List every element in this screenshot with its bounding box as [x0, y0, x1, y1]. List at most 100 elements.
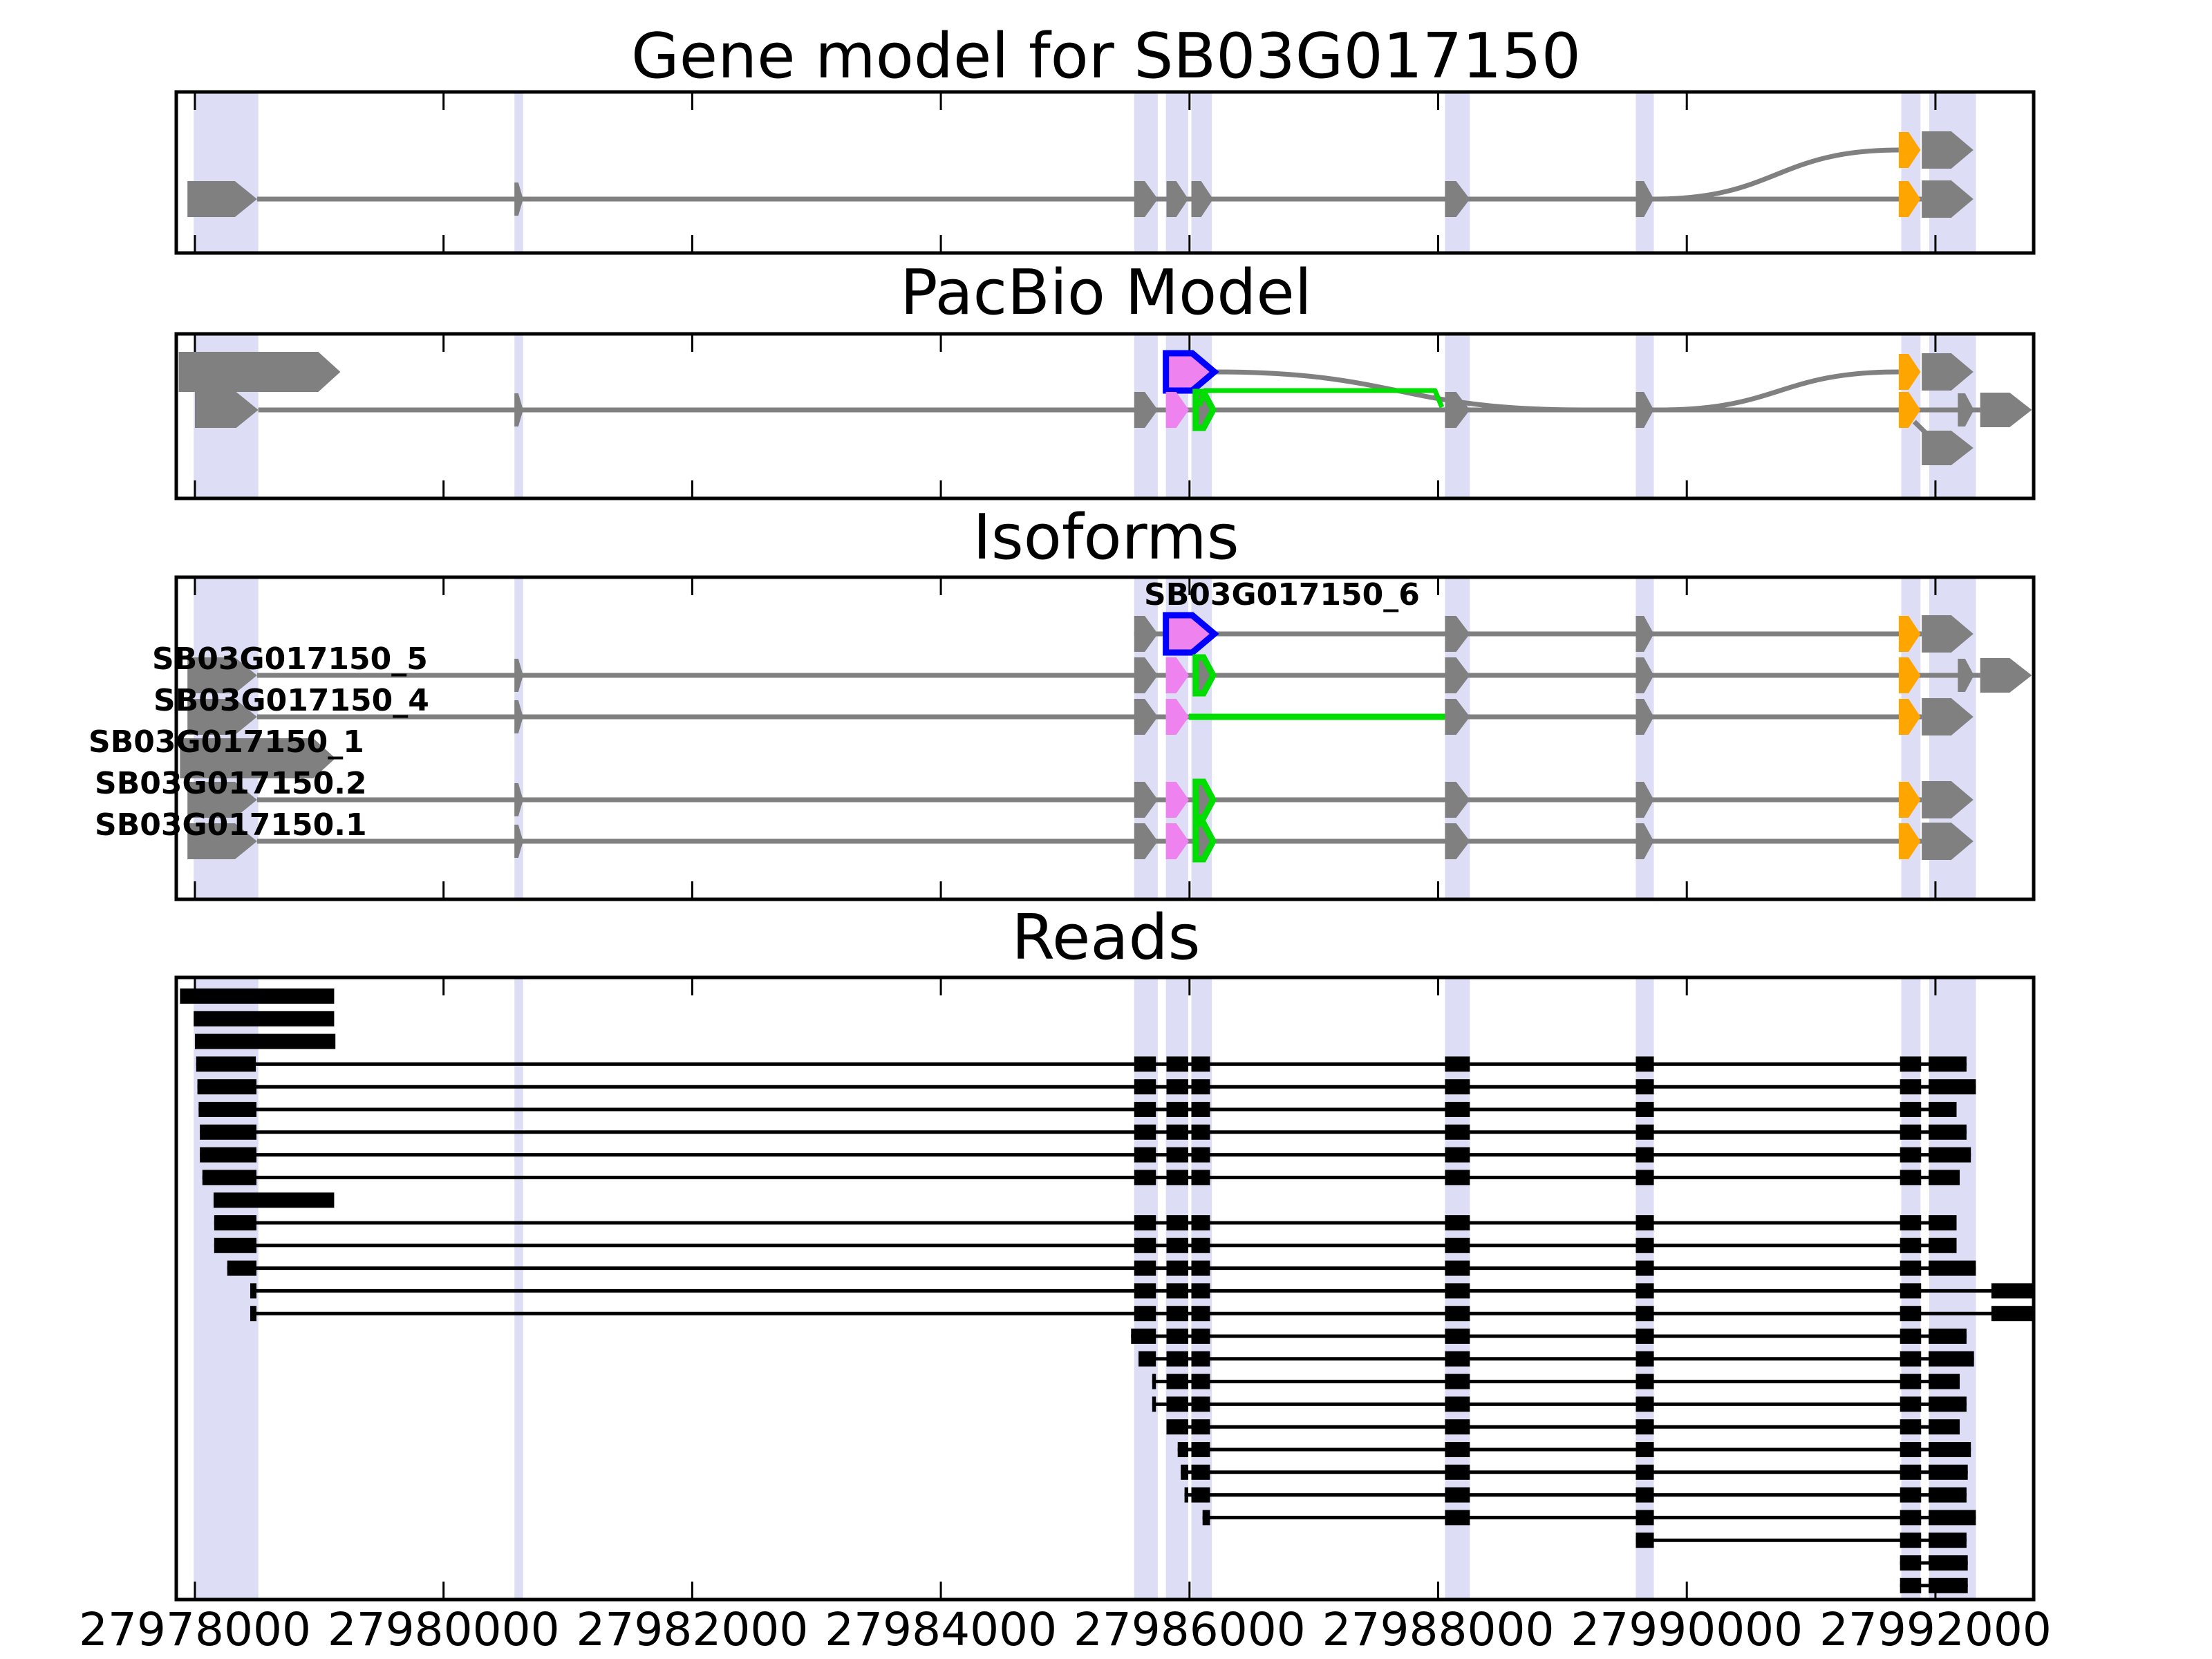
read-exon-block: [1929, 1374, 1960, 1389]
read-exon-block: [1900, 1170, 1922, 1185]
highlight-band: [194, 92, 259, 253]
read-exon-block: [1635, 1170, 1654, 1185]
read-exon-block: [1191, 1056, 1210, 1072]
gray-exon-arrow: [1635, 616, 1654, 652]
x-axis-tick-label: 27988000: [1322, 1603, 1555, 1656]
read-exon-block: [1635, 1124, 1654, 1140]
read-exon-block: [1191, 1329, 1210, 1344]
read-row: [1166, 1419, 1960, 1435]
gray-exon-arrow: [514, 783, 523, 816]
read-row: [1181, 1464, 1968, 1480]
gray-exon-arrow: [1134, 782, 1158, 818]
read-exon-block: [1635, 1419, 1654, 1435]
gray-exon-arrow: [1980, 658, 2032, 693]
read-row: [194, 1033, 336, 1049]
read-exon-block: [1991, 1283, 2033, 1299]
read-exon-block: [1929, 1419, 1960, 1435]
read-exon-block: [1929, 1329, 1967, 1344]
highlight-band: [514, 92, 523, 253]
read-exon-block: [1445, 1510, 1470, 1526]
gray-exon-arrow: [187, 699, 257, 735]
read-row: [213, 1192, 335, 1208]
isoform-label: SB03G017150.2: [95, 766, 367, 801]
read-exon-block: [1445, 1147, 1470, 1163]
gray-exon-arrow: [1958, 393, 1974, 427]
gray-exon-arrow: [514, 700, 523, 733]
violet-exon-arrow: [1165, 657, 1189, 693]
read-exon-block: [1166, 1374, 1189, 1389]
read-exon-block: [198, 1102, 257, 1117]
read-exon-block: [1134, 1124, 1156, 1140]
orange-exon-arrow: [1898, 782, 1921, 818]
gray-exon-arrow: [178, 352, 341, 392]
read-exon-block: [1134, 1147, 1156, 1163]
read-exon-block: [1166, 1419, 1189, 1435]
gray-exon-arrow: [1445, 392, 1470, 428]
read-exon-block: [1900, 1510, 1922, 1526]
read-exon-block: [1191, 1351, 1210, 1367]
read-exon-block: [1166, 1170, 1189, 1185]
read-exon-block: [1181, 1464, 1189, 1480]
blue-novel-exon-arrow: [1163, 350, 1219, 394]
read-exon-block: [1445, 1464, 1470, 1480]
x-axis-tick-label: 27978000: [79, 1603, 311, 1656]
read-exon-block: [1929, 1124, 1967, 1140]
read-exon-block: [1900, 1283, 1922, 1299]
orange-exon-arrow: [1898, 132, 1921, 168]
read-row: [202, 1170, 1960, 1185]
orange-exon-arrow: [1898, 181, 1921, 217]
read-exon-block: [1445, 1102, 1470, 1117]
highlight-band: [1929, 92, 1976, 253]
highlight-band: [1165, 92, 1189, 253]
isoform-row: [187, 778, 1974, 821]
read-exon-block: [1445, 1329, 1470, 1344]
read-row: [198, 1102, 1957, 1117]
read-exon-block: [1900, 1056, 1922, 1072]
transcript-row: [187, 180, 1974, 218]
panel-pacbio_model: [174, 332, 2036, 500]
gray-exon-arrow: [1191, 181, 1213, 217]
read-exon-block: [1134, 1283, 1156, 1299]
gray-exon-arrow: [514, 825, 523, 858]
read-exon-block: [1900, 1079, 1922, 1095]
read-exon-block: [1635, 1306, 1654, 1322]
read-exon-block: [1929, 1487, 1967, 1503]
green-novel-exon-arrow: [1192, 820, 1217, 863]
gray-exon-arrow: [1134, 616, 1158, 652]
gray-exon-arrow: [1445, 657, 1470, 693]
gray-exon-arrow: [1134, 823, 1158, 859]
gray-exon-arrow: [1922, 353, 1974, 391]
read-row: [180, 988, 335, 1004]
gray-exon-arrow: [187, 782, 257, 818]
highlight-band: [1445, 92, 1470, 253]
read-row: [214, 1215, 1957, 1230]
read-exon-block: [1134, 1056, 1156, 1072]
gray-exon-arrow: [1635, 392, 1654, 428]
read-exon-block: [1445, 1124, 1470, 1140]
read-row: [1138, 1351, 1974, 1367]
panel-frame: [174, 975, 2036, 1602]
read-exon-block: [1929, 1056, 1967, 1072]
gray-exon-arrow: [1134, 181, 1158, 217]
read-exon-block: [1445, 1056, 1470, 1072]
gray-exon-arrow: [187, 657, 257, 693]
gray-exon-arrow: [180, 738, 336, 778]
x-axis-tick-label: 27992000: [1819, 1603, 2052, 1656]
read-row: [194, 1011, 335, 1027]
read-exon-block: [1929, 1464, 1968, 1480]
violet-exon-arrow: [1165, 782, 1189, 818]
isoform-row: [187, 698, 1974, 735]
gray-exon-arrow: [1922, 781, 1974, 818]
read-exon-block: [1635, 1351, 1654, 1367]
read-exon-block: [1929, 1147, 1971, 1163]
gray-exon-arrow: [1922, 180, 1974, 218]
transcript-row: [1912, 420, 1974, 465]
orange-exon-arrow: [1898, 699, 1921, 735]
read-exon-block: [1900, 1464, 1922, 1480]
read-exon-block: [250, 1306, 257, 1322]
read-exon-block: [1900, 1487, 1922, 1503]
highlight-band: [514, 977, 523, 1600]
violet-exon-arrow: [1165, 823, 1189, 859]
highlight-band: [1191, 92, 1212, 253]
read-exon-block: [1635, 1283, 1654, 1299]
